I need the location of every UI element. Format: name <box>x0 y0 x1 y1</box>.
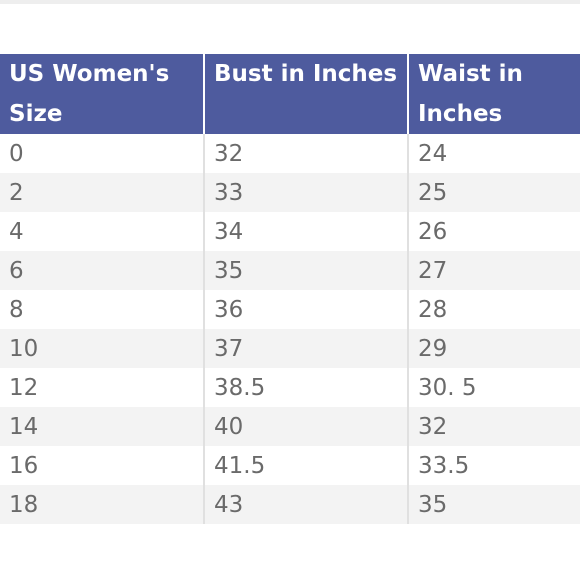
cell-size: 0 <box>0 134 204 173</box>
table-row: 10 37 29 <box>0 329 580 368</box>
cell-bust: 41.5 <box>203 446 408 485</box>
table-row: 14 40 32 <box>0 407 580 446</box>
header-row: US Women's Size Bust in Inches Waist in … <box>0 54 580 134</box>
cell-bust: 36 <box>203 290 408 329</box>
cell-waist: 32 <box>407 407 580 446</box>
cell-waist: 24 <box>407 134 580 173</box>
table-row: 2 33 25 <box>0 173 580 212</box>
table-row: 0 32 24 <box>0 134 580 173</box>
cell-size: 6 <box>0 251 204 290</box>
cell-waist: 25 <box>407 173 580 212</box>
cell-waist: 29 <box>407 329 580 368</box>
cell-size: 2 <box>0 173 204 212</box>
cell-bust: 35 <box>203 251 408 290</box>
cell-bust: 33 <box>203 173 408 212</box>
cell-waist: 28 <box>407 290 580 329</box>
table-body: 0 32 24 2 33 25 4 34 26 6 35 27 8 36 2 8 … <box>0 134 580 524</box>
header-bust: Bust in Inches <box>203 54 408 134</box>
table-row: 6 35 27 <box>0 251 580 290</box>
cell-bust: 32 <box>203 134 408 173</box>
cell-bust: 38.5 <box>203 368 408 407</box>
cell-waist: 35 <box>407 485 580 524</box>
table-row: 4 34 26 <box>0 212 580 251</box>
table-row: 18 43 35 <box>0 485 580 524</box>
top-divider <box>0 0 580 4</box>
table-row: 8 36 28 <box>0 290 580 329</box>
cell-waist: 30. 5 <box>407 368 580 407</box>
table-header: US Women's Size Bust in Inches Waist in … <box>0 54 580 134</box>
cell-size: 14 <box>0 407 204 446</box>
cell-size: 12 <box>0 368 204 407</box>
cell-waist: 33.5 <box>407 446 580 485</box>
cell-size: 16 <box>0 446 204 485</box>
cell-size: 18 <box>0 485 204 524</box>
header-size: US Women's Size <box>0 54 204 134</box>
cell-bust: 37 <box>203 329 408 368</box>
table-row: 12 38.5 30. 5 <box>0 368 580 407</box>
cell-size: 10 <box>0 329 204 368</box>
cell-bust: 40 <box>203 407 408 446</box>
cell-bust: 43 <box>203 485 408 524</box>
header-waist: Waist in Inches <box>407 54 580 134</box>
size-chart-table: US Women's Size Bust in Inches Waist in … <box>0 54 580 524</box>
table-row: 16 41.5 33.5 <box>0 446 580 485</box>
cell-size: 4 <box>0 212 204 251</box>
cell-size: 8 <box>0 290 204 329</box>
cell-bust: 34 <box>203 212 408 251</box>
cell-waist: 27 <box>407 251 580 290</box>
cell-waist: 26 <box>407 212 580 251</box>
